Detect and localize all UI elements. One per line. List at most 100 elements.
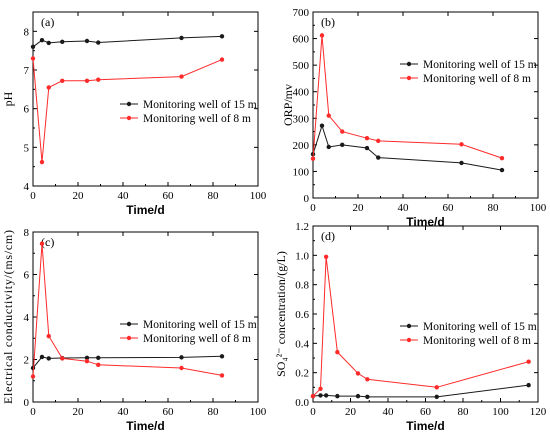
data-point: [459, 142, 464, 147]
y-tick-label: 7: [24, 65, 30, 77]
y-axis-label: SO₄²⁻ concentration/(g/L): [274, 251, 288, 377]
data-point: [30, 44, 36, 49]
data-point: [96, 77, 101, 82]
x-tick-label: 100: [250, 190, 267, 202]
x-tick-label: 120: [530, 406, 547, 418]
legend-marker: [126, 335, 132, 341]
x-tick-label: 0: [310, 406, 316, 418]
data-point: [96, 362, 101, 368]
x-tick-label: 40: [118, 406, 130, 418]
data-point: [310, 156, 316, 161]
series-monitoring-well-8m: [310, 254, 531, 399]
legend-entry: Monitoring well of 15 m: [423, 59, 537, 71]
data-point: [326, 144, 331, 150]
data-point: [60, 39, 65, 44]
data-point: [434, 385, 439, 390]
data-point: [219, 34, 225, 39]
legend-marker: [406, 75, 412, 81]
data-point: [319, 123, 325, 128]
series-monitoring-well-15m: [310, 123, 505, 173]
plot-frame: [32, 231, 259, 403]
plot-frame: [312, 225, 539, 403]
legend-entry: Monitoring well of 15 m: [143, 319, 257, 331]
x-tick-label: 100: [530, 202, 547, 214]
data-point: [84, 78, 90, 84]
series-line-monitoring-well-15m: [312, 384, 529, 398]
y-tick-label: 0: [304, 193, 310, 205]
x-tick-label: 60: [163, 406, 175, 418]
data-point: [39, 354, 45, 360]
series-line-monitoring-well-8m: [312, 35, 503, 159]
data-point: [319, 33, 325, 38]
x-tick-label: 80: [458, 406, 470, 418]
legend-marker: [406, 61, 412, 67]
data-point: [335, 349, 340, 355]
legend-entry: Monitoring well of 8 m: [143, 113, 251, 125]
panel-label: (b): [321, 15, 335, 29]
data-point: [179, 74, 184, 79]
data-point: [365, 394, 370, 400]
y-tick-label: 0.0: [295, 397, 309, 409]
data-point: [46, 333, 51, 339]
series-monitoring-well-15m: [30, 34, 225, 49]
data-point: [46, 85, 51, 90]
panel-label: (c): [41, 235, 54, 249]
chart-panel-2: 0 20 40 60 80 1000100200300400500600700Time/d…: [281, 7, 547, 229]
y-tick-label: 0.8: [295, 280, 309, 292]
series-line-monitoring-well-8m: [32, 58, 223, 163]
x-tick-label: 20: [353, 202, 365, 214]
data-point: [310, 393, 316, 399]
data-point: [355, 371, 361, 376]
x-tick-label: 80: [208, 190, 220, 202]
data-point: [30, 56, 36, 61]
data-point: [84, 38, 90, 44]
series-monitoring-well-8m: [30, 56, 225, 165]
y-tick-label: 6: [24, 270, 30, 282]
y-tick-label: 1.2: [295, 221, 309, 233]
y-tick-label: 500: [293, 60, 310, 72]
x-tick-label: 60: [443, 202, 455, 214]
x-tick-label: 100: [492, 406, 509, 418]
legend-marker: [406, 323, 412, 329]
data-point: [318, 393, 323, 398]
data-point: [179, 35, 184, 41]
legend-marker: [406, 337, 412, 343]
chart-panel-3: 0 20 40 60 80 100 0 2 4 6 8 Time/d Electrical conduc…: [1, 227, 267, 433]
data-point: [60, 356, 65, 361]
x-tick-label: 100: [250, 406, 267, 418]
data-point: [39, 38, 45, 43]
data-point: [355, 393, 361, 399]
legend-marker: [126, 115, 132, 121]
y-tick-label: 8: [24, 26, 30, 38]
legend-entry: Monitoring well of 15 m: [143, 99, 257, 111]
data-point: [96, 40, 101, 45]
y-tick-label: 600: [293, 34, 310, 46]
data-point: [179, 365, 184, 371]
data-point: [323, 393, 329, 398]
data-point: [39, 241, 45, 246]
data-point: [219, 373, 225, 378]
series-monitoring-well-8m: [310, 33, 505, 161]
plot-frame: [312, 11, 539, 199]
data-point: [84, 355, 90, 360]
y-tick-label: 4: [24, 181, 30, 193]
x-tick-label: 0: [310, 202, 316, 214]
chart-panel-4: 0 20 40 60 80 100 120 0.0 0.2 0.4 0.6 0.8 1.0 1.2 Time…: [274, 221, 547, 433]
x-tick-label: 20: [345, 406, 357, 418]
x-tick-label: 40: [398, 202, 410, 214]
data-point: [526, 382, 531, 388]
data-point: [219, 354, 225, 359]
x-tick-label: 0: [30, 190, 36, 202]
y-tick-label: 0.6: [295, 309, 309, 321]
data-point: [60, 78, 65, 84]
x-axis-label: Time/d: [126, 203, 164, 217]
data-point: [365, 377, 370, 382]
series-monitoring-well-8m: [30, 241, 225, 379]
legend-marker: [126, 321, 132, 327]
y-tick-label: 5: [24, 142, 30, 154]
y-tick-label: 4: [24, 312, 30, 324]
x-tick-label: 80: [208, 406, 220, 418]
y-axis-label: Electrical conductivity/(ms/cm): [1, 230, 15, 404]
legend-entry: Monitoring well of 15 m: [423, 321, 537, 333]
series-line-monitoring-well-8m: [32, 243, 223, 377]
